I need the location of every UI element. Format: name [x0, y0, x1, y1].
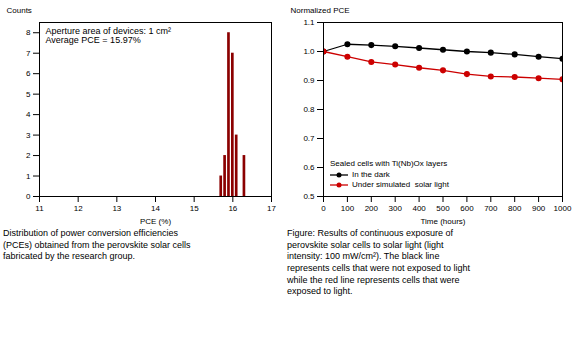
svg-text:6: 6: [26, 69, 31, 78]
svg-text:13: 13: [112, 204, 121, 213]
svg-text:4: 4: [26, 110, 31, 119]
svg-text:500: 500: [436, 204, 450, 213]
svg-text:1.1: 1.1: [303, 18, 315, 27]
svg-text:16: 16: [228, 204, 237, 213]
svg-text:0: 0: [26, 192, 31, 201]
svg-text:2: 2: [26, 151, 31, 160]
svg-text:5: 5: [26, 90, 31, 99]
svg-text:1000: 1000: [554, 204, 572, 213]
svg-text:800: 800: [508, 204, 522, 213]
svg-text:PCE (%): PCE (%): [140, 217, 171, 226]
svg-text:Normalized PCE: Normalized PCE: [291, 6, 350, 15]
svg-text:0.7: 0.7: [303, 134, 315, 143]
svg-text:17: 17: [267, 204, 276, 213]
html-text:Sealed cells with Ti(Nb)Ox lay: Sealed cells with Ti(Nb)Ox layers: [330, 159, 448, 168]
svg-text:0.6: 0.6: [303, 163, 315, 172]
svg-text:1: 1: [26, 172, 31, 181]
svg-text:11: 11: [35, 204, 44, 213]
html-text:Figure: Results of continuous: Figure: Results of continuous exposure o…: [287, 228, 471, 297]
svg-text:8: 8: [26, 28, 31, 37]
svg-text:0.9: 0.9: [303, 76, 315, 85]
svg-text:200: 200: [365, 204, 379, 213]
html-text:Under simulated solar light: Under simulated solar light: [352, 180, 449, 189]
svg-text:Counts: Counts: [7, 6, 32, 15]
svg-text:7: 7: [26, 49, 31, 58]
html-text:Distribution of power conversi: Distribution of power conversion efficie…: [3, 228, 191, 262]
svg-text:0.5: 0.5: [303, 192, 315, 201]
svg-text:15: 15: [190, 204, 199, 213]
svg-text:3: 3: [26, 131, 31, 140]
svg-text:Time (hours): Time (hours): [420, 217, 465, 226]
svg-text:300: 300: [389, 204, 403, 213]
svg-text:600: 600: [460, 204, 474, 213]
svg-text:100: 100: [341, 204, 355, 213]
svg-text:14: 14: [151, 204, 160, 213]
svg-text:400: 400: [412, 204, 426, 213]
svg-text:900: 900: [532, 204, 546, 213]
svg-text:0: 0: [321, 204, 326, 213]
html-text:In the dark: In the dark: [352, 170, 390, 179]
svg-text:Aperture area of devices: 1 cm: Aperture area of devices: 1 cm²Average P…: [46, 26, 172, 45]
svg-text:0.8: 0.8: [303, 105, 315, 114]
svg-text:700: 700: [484, 204, 498, 213]
svg-text:12: 12: [74, 204, 83, 213]
svg-text:1.0: 1.0: [303, 47, 315, 56]
